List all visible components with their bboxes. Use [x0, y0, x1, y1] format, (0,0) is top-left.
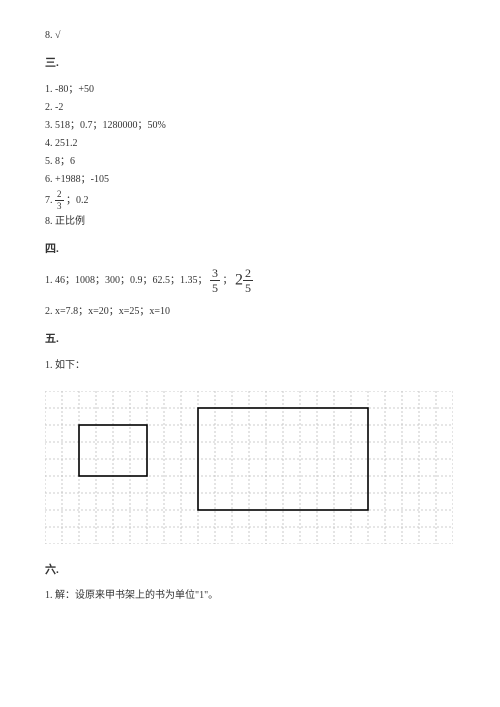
section-4-header: 四. [45, 241, 455, 258]
frac-den: 5 [243, 281, 253, 294]
grid-svg [45, 391, 453, 544]
fraction-2-5: 2 5 [243, 267, 253, 294]
mixed-whole: 2 [235, 272, 243, 289]
s4-i1-pre: 1. 46；1008；300；0.9；62.5；1.35； [45, 275, 210, 286]
frac-num: 2 [55, 190, 64, 201]
frac-num: 2 [243, 267, 253, 281]
s4-item2: 2. x=7.8；x=20；x=25；x=10 [45, 304, 455, 319]
s5-item1: 1. 如下： [45, 358, 455, 373]
fraction-3-5: 3 5 [210, 267, 220, 294]
s6-item1: 1. 解：设原来甲书架上的书为单位"1"。 [45, 588, 455, 603]
frac-den: 5 [210, 281, 220, 294]
s4-i1-mid: ； [223, 275, 236, 286]
s4-item1: 1. 46；1008；300；0.9；62.5；1.35； 3 5 ； 2 2 … [45, 267, 455, 294]
s3-item5: 5. 8；6 [45, 154, 455, 169]
fraction-2-3: 2 3 [55, 190, 64, 211]
prev-item-8: 8. √ [45, 28, 455, 43]
s3-item1: 1. -80；+50 [45, 82, 455, 97]
section-5-header: 五. [45, 331, 455, 348]
grid-diagram [45, 391, 455, 544]
section-3-header: 三. [45, 55, 455, 72]
s3-item3: 3. 518；0.7；1280000；50% [45, 118, 455, 133]
s3-i7-post: ；0.2 [66, 194, 89, 205]
s3-item7: 7. 2 3 ；0.2 [45, 190, 455, 211]
s3-item8: 8. 正比例 [45, 214, 455, 229]
section-6-header: 六. [45, 562, 455, 579]
frac-num: 3 [210, 267, 220, 281]
s3-item2: 2. -2 [45, 100, 455, 115]
s3-item4: 4. 251.2 [45, 136, 455, 151]
s3-item6: 6. +1988；-105 [45, 172, 455, 187]
s3-i7-pre: 7. [45, 194, 55, 205]
frac-den: 3 [55, 201, 64, 211]
